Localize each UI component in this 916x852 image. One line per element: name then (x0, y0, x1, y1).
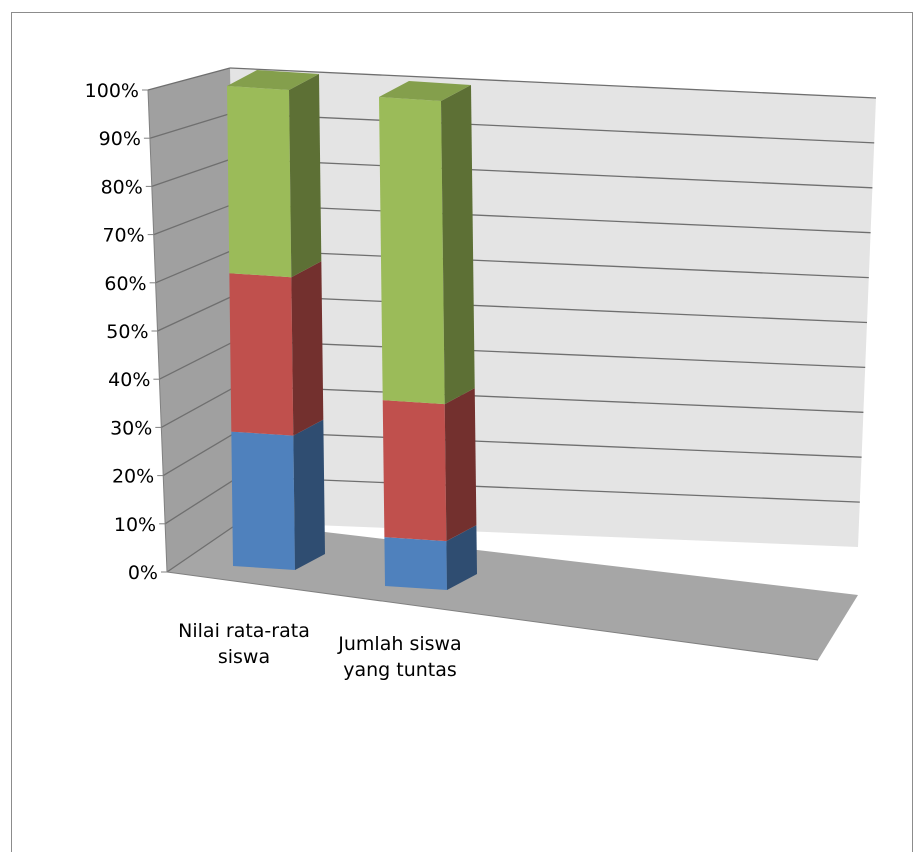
gridline-side (164, 476, 240, 525)
bar-segment-side (291, 261, 324, 436)
gridline-side (155, 249, 235, 284)
gridline (237, 430, 862, 458)
gridline (231, 158, 873, 189)
gridline (234, 294, 868, 324)
gridline (230, 112, 875, 144)
bar-top (227, 70, 319, 90)
bar-top (379, 81, 471, 101)
y-tick-label: 30% (110, 417, 152, 439)
bar-segment (382, 400, 447, 542)
y-tick-label: 70% (102, 225, 144, 247)
bar-segment (227, 86, 292, 278)
bar-segment-side (289, 74, 322, 278)
y-tick-label: 0% (128, 562, 158, 584)
bars (227, 70, 477, 590)
x-axis-labels: Nilai rata-rata siswa Jumlah siswa yang tun… (178, 620, 462, 681)
x-category-label: siswa (218, 646, 270, 668)
bar-segment (379, 97, 445, 405)
x-category-label: Jumlah siswa (337, 633, 461, 655)
gridline-side (160, 385, 238, 428)
side-wall (148, 68, 240, 572)
y-tick-label: 80% (101, 176, 143, 198)
gridline (236, 385, 864, 413)
bar-segment (231, 431, 295, 570)
gridline-side (151, 158, 233, 188)
gridline-side (162, 430, 239, 477)
gridline-side (159, 339, 237, 380)
y-tick-label: 40% (108, 369, 150, 391)
gridline-side (147, 67, 231, 91)
gridlines (147, 67, 877, 573)
y-tick-label: 100% (85, 80, 139, 102)
gridline (238, 475, 860, 503)
x-category-label: yang tuntas (343, 659, 457, 681)
y-tick-label: 90% (99, 128, 141, 150)
bar-segment-side (446, 525, 477, 590)
x-axis-line (166, 571, 819, 661)
gridline (233, 248, 869, 279)
y-tick-label: 50% (106, 321, 148, 343)
bar-segment-side (444, 388, 477, 542)
gridline-side (153, 203, 234, 236)
y-tick-label: 20% (112, 466, 154, 488)
gridline (232, 203, 871, 234)
y-axis-line (147, 89, 168, 573)
y-axis: 0% 10% 20% 30% 40% 50% 60% 70% 80% 90% 100% (85, 80, 819, 661)
floor (167, 522, 858, 660)
x-category-label: Nilai rata-rata (178, 620, 310, 642)
y-tick-label: 60% (104, 273, 146, 295)
bar-segment-side (293, 419, 325, 570)
back-wall (230, 68, 876, 547)
bar-segment (384, 537, 447, 590)
bar-segment-side (441, 85, 475, 405)
gridline-side (157, 294, 236, 332)
gridline (229, 67, 877, 99)
gridline-side (166, 521, 241, 573)
y-tick-label: 10% (114, 514, 156, 536)
gridline (235, 339, 866, 369)
gridline-side (149, 112, 232, 139)
bar-segment (229, 273, 294, 436)
